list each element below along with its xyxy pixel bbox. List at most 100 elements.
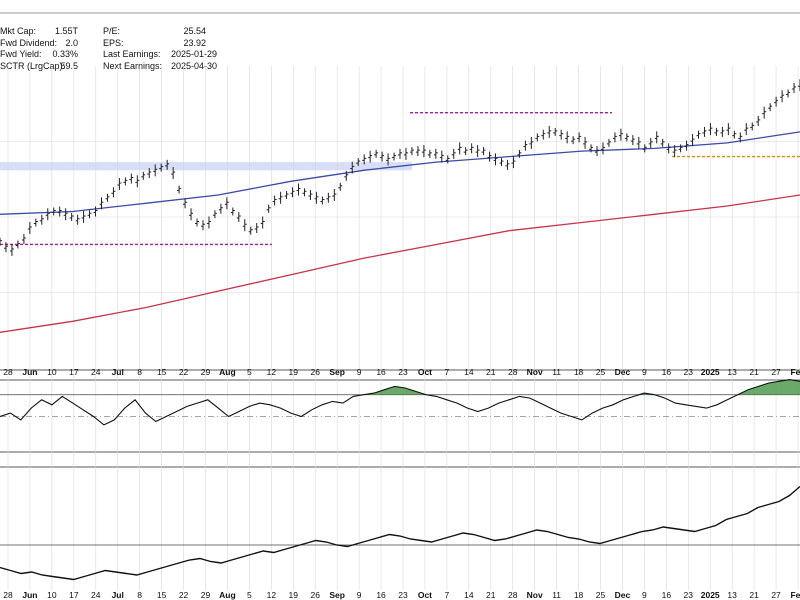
x-tick-label-bottom: 26 (310, 590, 320, 600)
x-tick-label-bottom: 23 (684, 590, 694, 600)
x-tick-label-bottom: 24 (91, 590, 101, 600)
x-tick-label: 21 (749, 367, 759, 377)
x-tick-label: 28 (3, 367, 13, 377)
moving-averages (0, 131, 800, 333)
stat-row: EPS: 23.92 (103, 38, 206, 50)
level-lines (0, 111, 800, 246)
grid-lines (0, 66, 800, 590)
x-tick-label: 19 (289, 367, 299, 377)
x-tick-label: 9 (357, 367, 362, 377)
x-tick-label-bottom: 29 (201, 590, 211, 600)
x-tick-label: Feb (790, 367, 800, 377)
x-tick-label: 23 (398, 367, 408, 377)
x-tick-label: Jul (112, 367, 124, 377)
stat-label: Fwd Dividend: (0, 37, 58, 48)
stat-row: Fwd Yield: 0.33% (0, 49, 78, 61)
stat-row: Next Earnings: 2025-04-30 (103, 60, 218, 73)
stats-left-panel: Mkt Cap: 1.55T Fwd Dividend: 2.0 Fwd Yield… (0, 26, 78, 72)
x-tick-label: 8 (137, 367, 142, 377)
x-tick-label-bottom: 27 (771, 590, 781, 600)
stat-row: SCTR (LrgCap): 59.5 (0, 61, 78, 73)
x-tick-label-bottom: Jun (22, 590, 37, 600)
ma-50-line (0, 131, 800, 215)
price-bars (0, 79, 800, 256)
resistance-zone (0, 162, 412, 171)
x-tick-label: Nov (527, 367, 543, 377)
x-tick-label-bottom: 28 (508, 590, 518, 600)
stat-value: 2.0 (65, 37, 78, 48)
x-tick-label: 10 (47, 367, 57, 377)
x-tick-label: 18 (574, 367, 584, 377)
x-tick-label: 14 (464, 367, 474, 377)
panel-frames (0, 12, 800, 468)
stat-value: 0.33% (52, 49, 78, 59)
x-tick-label-bottom: Feb (790, 590, 800, 600)
x-tick-label-bottom: 21 (486, 590, 496, 600)
x-tick-label-bottom: 16 (376, 590, 386, 600)
x-tick-label: 21 (486, 367, 496, 377)
indicator-1-line (0, 379, 800, 426)
stat-value: 2025-04-30 (171, 60, 218, 71)
x-tick-label-bottom: 19 (289, 590, 299, 600)
x-tick-label-bottom: 7 (445, 590, 450, 600)
stat-value: 1.55T (54, 26, 78, 36)
overbought-fill (0, 379, 800, 395)
x-tick-label: 16 (376, 367, 386, 377)
x-tick-label: 12 (267, 367, 277, 377)
stat-label: P/E: (103, 26, 121, 36)
x-tick-label: 17 (69, 367, 79, 377)
ma-200-line (0, 194, 800, 333)
x-tick-label-bottom: 28 (3, 590, 13, 600)
stat-row: Last Earnings: 2025-01-29 (103, 49, 218, 61)
stat-value: 2025-01-29 (171, 49, 218, 59)
x-tick-label: 16 (662, 367, 672, 377)
x-tick-label-bottom: Jul (112, 590, 124, 600)
stat-label: Mkt Cap: (0, 26, 37, 36)
x-tick-label-bottom: 9 (357, 590, 362, 600)
stat-label: Last Earnings: (103, 49, 161, 59)
x-tick-label-bottom: Dec (615, 590, 631, 600)
stat-value: 23.92 (183, 37, 206, 48)
stat-row: Mkt Cap: 1.55T (0, 26, 78, 38)
x-tick-label-bottom: 13 (727, 590, 737, 600)
indicator-2-line (0, 485, 800, 581)
stat-label: Fwd Yield: (0, 49, 42, 59)
x-tick-label-bottom: 16 (662, 590, 672, 600)
stat-value: 59.5 (60, 60, 78, 71)
x-tick-label: 7 (445, 367, 450, 377)
x-tick-label: 29 (201, 367, 211, 377)
indicator-panel-2 (0, 485, 800, 581)
stat-value: 25.54 (183, 26, 206, 36)
x-tick-label-bottom: 10 (47, 590, 57, 600)
x-tick-label: 24 (91, 367, 101, 377)
stat-label: Next Earnings: (103, 60, 163, 71)
x-tick-label-bottom: 8 (137, 590, 142, 600)
x-tick-label: 25 (596, 367, 606, 377)
x-tick-label: 28 (508, 367, 518, 377)
x-tick-label: 15 (157, 367, 167, 377)
x-tick-label-bottom: 18 (574, 590, 584, 600)
stat-row: P/E: 25.54 (103, 26, 206, 38)
x-tick-label-bottom: 2025 (701, 590, 720, 600)
x-tick-label-bottom: 14 (464, 590, 474, 600)
x-axis-labels: 28 28 Jun Jun 10 10 17 17 24 24 Jul Jul 8 8 15 15 22 22 29… (3, 367, 800, 600)
x-tick-label: 5 (247, 367, 252, 377)
stat-label: EPS: (103, 37, 124, 48)
x-tick-label: 22 (179, 367, 189, 377)
x-tick-label: 27 (771, 367, 781, 377)
x-tick-label: 13 (727, 367, 737, 377)
indicator-panel-1 (0, 379, 800, 426)
x-tick-label-bottom: 12 (267, 590, 277, 600)
x-tick-label: Jun (22, 367, 37, 377)
x-tick-label-bottom: 11 (552, 590, 561, 600)
x-tick-label-bottom: 21 (749, 590, 759, 600)
x-tick-label: 11 (552, 367, 561, 377)
x-tick-label-bottom: 9 (642, 590, 647, 600)
x-tick-label-bottom: 23 (398, 590, 408, 600)
stat-row: Fwd Dividend: 2.0 (0, 38, 78, 50)
x-tick-label-bottom: Aug (219, 590, 236, 600)
x-tick-label: 9 (642, 367, 647, 377)
x-tick-label: Sep (329, 367, 345, 377)
